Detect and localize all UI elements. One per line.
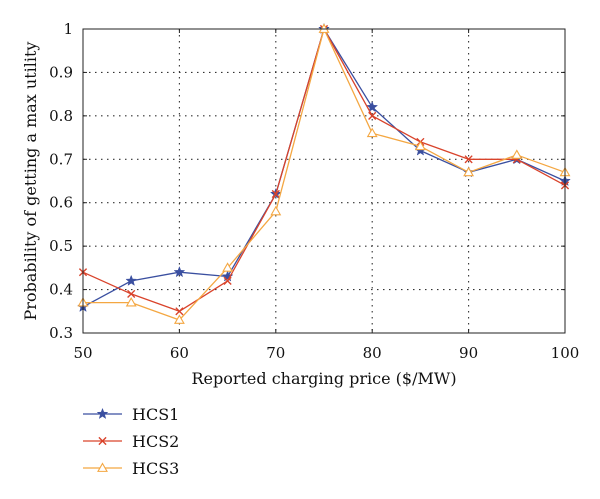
legend: HCS1 HCS2 HCS3 [83, 405, 179, 478]
data-point-hcs2 [175, 307, 184, 316]
legend-label: HCS3 [132, 459, 179, 478]
x-axis-label: Reported charging price ($/MW) [191, 369, 456, 388]
y-tick-label: 0.6 [49, 194, 73, 212]
series-hcs3 [77, 23, 571, 324]
legend-label: HCS1 [132, 405, 179, 424]
x-tick-label: 70 [266, 344, 285, 362]
data-point-hcs2 [223, 276, 232, 285]
x-tick-label: 90 [459, 344, 478, 362]
y-tick-label: 0.7 [49, 150, 73, 168]
data-point-hcs3 [222, 262, 234, 272]
x-tick-label: 50 [73, 344, 92, 362]
data-point-hcs2 [368, 111, 377, 120]
series-line-hcs1 [82, 28, 566, 308]
series-layer [77, 22, 571, 324]
data-point-hcs3 [366, 127, 378, 138]
legend-marker [97, 462, 108, 472]
legend-marker [96, 407, 109, 420]
x-tick-label: 80 [363, 344, 382, 362]
y-tick-label: 0.9 [49, 63, 73, 81]
x-tick-label: 60 [170, 344, 189, 362]
y-tick-label: 1 [63, 20, 73, 38]
data-point-hcs3 [414, 140, 426, 151]
data-point-hcs2 [464, 155, 473, 164]
data-point-hcs3 [318, 23, 330, 33]
legend-item-hcs3: HCS3 [83, 459, 179, 478]
plot-area-frame [82, 28, 566, 334]
x-tick-label: 100 [551, 344, 580, 362]
legend-item-hcs1: HCS1 [83, 405, 179, 424]
legend-item-hcs2: HCS2 [83, 432, 179, 451]
y-tick-label: 0.5 [49, 237, 73, 255]
data-point-hcs2 [271, 189, 280, 199]
data-point-hcs1 [125, 274, 138, 286]
data-point-hcs3 [173, 314, 185, 324]
legend-marker [98, 436, 107, 446]
data-point-hcs2 [127, 289, 136, 299]
grid-lines [83, 29, 565, 333]
data-point-hcs3 [463, 166, 475, 177]
data-point-hcs1 [366, 100, 379, 113]
y-axis-label: Probability of getting a max utility [21, 42, 40, 321]
data-point-hcs3 [125, 296, 137, 307]
data-point-hcs3 [511, 149, 523, 159]
y-tick-label: 0.8 [49, 107, 73, 125]
y-tick-label: 0.3 [49, 324, 73, 342]
axis-ticks: 50 60 70 80 90 100 0.3 0.4 0.5 0.6 0.7 0.8 0.9 1 [49, 20, 579, 362]
y-tick-label: 0.4 [49, 281, 73, 299]
data-point-hcs1 [173, 265, 186, 278]
legend-label: HCS2 [132, 432, 179, 451]
series-hcs1 [77, 22, 571, 312]
series-line-hcs2 [82, 28, 566, 312]
series-hcs2 [78, 24, 570, 316]
data-point-hcs3 [270, 205, 282, 216]
